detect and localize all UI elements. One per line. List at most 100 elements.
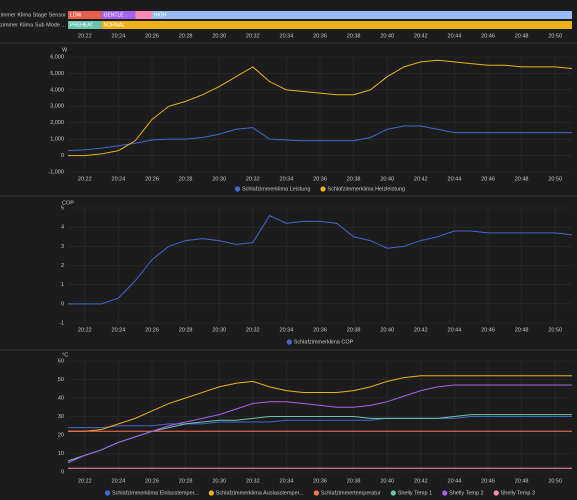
x-tick-label: 20:48 [515,478,529,484]
x-tick-label: 20:46 [481,33,495,39]
x-tick-label: 20:44 [448,33,462,39]
y-tick-label: 5,000 [50,71,64,77]
segment-label: HIGH [154,12,167,18]
row-label: Schlafzimmer Klima Sub Mode ... [0,22,66,28]
segment-label: NORMAL [104,22,126,28]
legend-label: Shelly Temp 3 [501,490,535,496]
y-tick-label: 10 [58,451,64,457]
legend-label: Schlafzimmerklima Leistung [242,186,310,192]
legend-marker [320,186,326,192]
y-tick-label: 60 [58,358,64,364]
series-line [67,384,572,464]
y-axis-unit: °C [62,352,68,358]
x-tick-label: 20:42 [414,327,428,333]
segment-label: LOW [70,12,82,18]
timeline-segment [152,11,572,19]
x-tick-label: 20:50 [548,478,562,484]
y-tick-label: 6,000 [50,54,64,60]
legend-marker [442,490,448,496]
timeline-segment [135,11,152,19]
y-tick-label: 3 [61,244,64,250]
y-tick-label: 3,000 [50,104,64,110]
legend-marker [104,490,111,496]
legend-marker [390,490,396,496]
y-tick-label: 4,000 [50,87,64,93]
x-tick-label: 20:36 [313,327,327,333]
y-tick-label: 1 [61,282,64,288]
x-tick-label: 20:22 [78,478,92,484]
legend-marker [208,490,214,496]
x-tick-label: 20:26 [145,478,159,484]
timeline-segment [68,11,102,19]
x-tick-label: 20:48 [515,327,529,333]
y-tick-label: 0 [61,301,64,307]
x-tick-label: 20:24 [112,33,126,39]
y-axis-unit: W [62,47,68,53]
y-tick-label: 40 [58,395,64,401]
x-tick-label: 20:34 [280,176,294,182]
x-tick-label: 20:50 [548,176,562,182]
segment-label: GENTLE [104,12,125,18]
x-tick-label: 20:24 [112,478,126,484]
legend-label: Schlafzimmerklima Auslasstemper... [216,490,304,496]
x-tick-label: 20:42 [414,478,428,484]
y-tick-label: 2 [61,263,64,269]
x-tick-label: 20:28 [179,327,193,333]
series-line [68,416,572,429]
x-tick-label: 20:40 [380,176,394,182]
x-tick-label: 20:26 [145,176,159,182]
y-tick-label: 1,000 [50,137,64,143]
x-tick-label: 20:36 [313,478,327,484]
y-tick-label: 0 [61,153,64,159]
timeline-segment [101,21,572,29]
x-tick-label: 20:32 [246,33,260,39]
x-tick-label: 20:38 [347,33,361,39]
x-tick-label: 20:28 [179,33,193,39]
x-tick-label: 20:42 [414,33,428,39]
x-tick-label: 20:48 [515,176,529,182]
timeline-segment [101,11,136,19]
x-tick-label: 20:28 [179,478,193,484]
x-tick-label: 20:34 [280,327,294,333]
x-tick-label: 20:26 [145,327,159,333]
y-tick-label: -1 [59,320,64,326]
x-tick-label: 20:24 [112,327,126,333]
y-axis-unit: COP [62,200,74,206]
x-tick-label: 20:22 [78,33,92,39]
x-tick-label: 20:34 [280,33,294,39]
x-tick-label: 20:40 [380,33,394,39]
x-tick-label: 20:44 [448,327,462,333]
x-tick-label: 20:48 [515,33,529,39]
legend-label: Schlafzimmertemperatur [321,490,381,496]
x-tick-label: 20:38 [347,327,361,333]
x-tick-label: 20:42 [414,176,428,182]
legend-label: Schlafzimmerklima Heizleistung [327,186,405,192]
x-tick-label: 20:30 [212,33,226,39]
x-tick-label: 20:36 [313,33,327,39]
series-line [68,215,573,305]
legend-marker [493,490,499,496]
series-line [68,375,572,432]
x-tick-label: 20:32 [246,327,260,333]
x-tick-label: 20:32 [246,478,260,484]
x-tick-label: 20:32 [246,176,260,182]
x-tick-label: 20:46 [481,176,495,182]
row-label: Schlafzimmer Klima Stage Sensor [0,12,66,18]
legend-label: Schlafzimmerklima Einlasstemper... [112,490,199,496]
x-tick-label: 20:34 [280,478,294,484]
legend-label: Shelly Temp 1 [398,490,432,496]
x-tick-label: 20:38 [347,478,361,484]
series-line [68,59,573,157]
legend-label: Schlafzimmerklima COP [294,339,354,345]
x-tick-label: 20:30 [212,327,226,333]
x-tick-label: 20:44 [448,478,462,484]
x-tick-label: 20:40 [380,478,394,484]
y-tick-label: 30 [58,414,64,420]
x-tick-label: 20:30 [212,478,226,484]
x-tick-label: 20:50 [548,33,562,39]
legend-marker [286,339,292,345]
series-line [67,125,572,152]
y-tick-label: 0 [61,469,64,475]
x-tick-label: 20:22 [78,327,92,333]
